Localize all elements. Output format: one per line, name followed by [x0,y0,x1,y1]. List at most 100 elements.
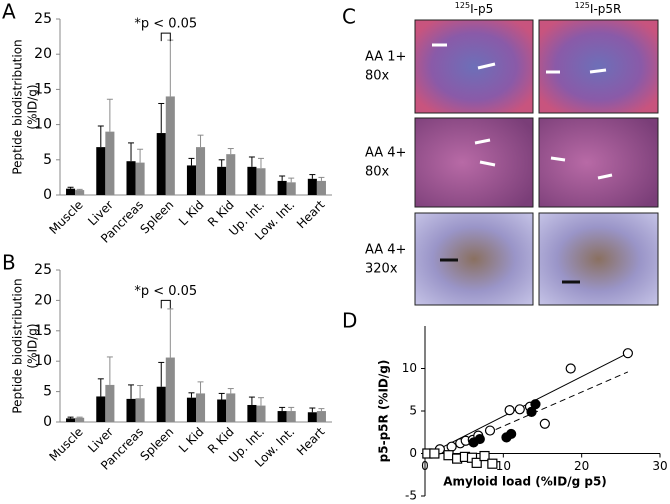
x-tick-label: Heart [294,424,328,458]
y-tick-label: 0 [43,187,52,203]
bar [316,180,326,195]
y-tick-label: 5 [43,384,52,400]
bar [75,417,85,422]
x-tick-label: Muscle [46,198,85,237]
y-axis-label: p5-p5R (%ID/g) [377,360,391,463]
row-label: AA 4+ [365,243,406,258]
error-bar [257,157,264,169]
y-tick-label: 15 [34,81,52,97]
point [539,418,550,429]
y-axis-label: (%ID/g) [26,84,40,129]
error-bar [218,392,225,400]
error-bar [97,378,104,397]
row-label: 80x [365,69,390,84]
error-bar [137,148,144,163]
y-tick-label: 20 [34,46,52,62]
error-bar [158,102,165,134]
error-bar [97,125,104,148]
bar [286,411,296,422]
header-text: I-p5R [590,2,621,16]
error-bar [197,381,204,394]
row-label: 320x [365,262,398,277]
error-bar [167,39,174,97]
y-axis-label: Peptide biodistribution [11,278,25,413]
error-bar [106,356,113,385]
column-header: 125I-p5 [455,1,493,16]
y-tick-label: 10 [34,117,52,133]
bar [247,166,257,195]
error-bar [167,308,174,358]
bar [316,411,326,422]
error-bar [188,157,195,166]
bar [66,418,76,422]
x-tick-label: Spleen [138,198,177,237]
x-tick-label: 30 [652,459,667,473]
point [622,348,633,359]
x-axis-label: Amyloid load (%ID/g p5) [443,475,607,489]
panel-label: C [342,5,356,29]
error-bar [227,388,234,394]
error-bar [279,175,286,181]
point [504,405,515,416]
point [530,399,541,410]
error-bar [67,416,74,419]
bar [105,384,115,422]
error-bar [248,396,255,405]
y-tick-label: 0 [43,414,52,430]
y-tick-label: 25 [34,262,52,278]
y-tick-label: 10 [402,361,417,375]
y-axis-label: Peptide biodistribution [11,39,25,174]
bar [186,397,196,422]
bar [256,405,266,422]
image [538,117,659,208]
x-tick-label: L Kid [176,425,207,456]
bar [247,404,257,422]
bar [96,396,106,422]
error-bar [137,385,144,399]
error-bar [158,361,165,387]
error-bar [318,408,325,412]
error-bar [76,416,83,418]
bar [226,154,236,195]
error-bar [309,174,316,179]
bar [286,182,296,195]
bar [135,162,145,195]
error-bar [188,392,195,398]
row-label: AA 1+ [365,50,406,65]
bar [126,398,136,422]
superscript: 125 [575,1,590,10]
annotation: *p < 0.05 [134,17,197,32]
point [429,448,440,459]
bar [165,96,175,195]
histology-images [414,19,659,306]
image [414,212,534,306]
point [446,441,457,452]
bar [165,357,175,422]
x-tick-label: 20 [574,459,589,473]
bar [196,393,206,422]
bar [277,411,287,422]
bar [126,161,136,195]
header-text: I-p5 [470,2,493,16]
point [484,425,496,436]
bar [156,133,166,195]
y-axis-label: (%ID/g) [26,323,40,368]
point [474,433,485,445]
y-tick-label: -5 [405,489,417,503]
annotation: *p < 0.05 [134,284,197,299]
y-tick-label: 0 [409,446,417,460]
x-tick-label: Heart [294,197,328,231]
error-bar [309,407,316,413]
bar [75,190,85,195]
bar [186,165,196,195]
superscript: 125 [455,1,470,10]
bar [135,398,145,422]
panel-label: A [2,0,16,24]
image [538,212,659,306]
row-label: 80x [365,165,390,180]
y-tick-label: 10 [34,353,52,369]
bar [307,178,317,195]
arrows [432,43,613,180]
image [414,19,534,114]
